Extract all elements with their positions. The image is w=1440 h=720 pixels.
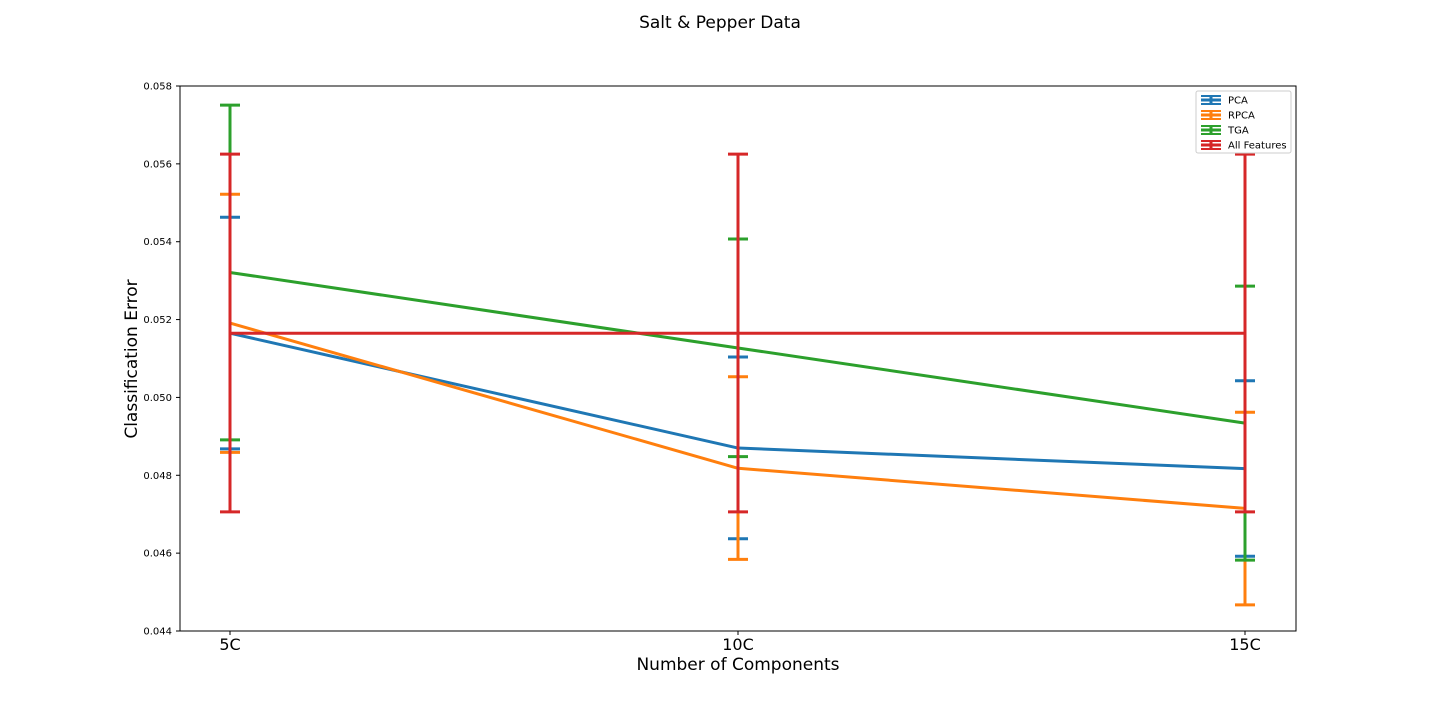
y-tick-label: 0.044 <box>143 627 172 638</box>
y-tick-label: 0.052 <box>143 315 172 326</box>
legend-label: All Features <box>1228 141 1287 152</box>
series-layer <box>220 103 1255 607</box>
legend: PCA RPCA TGA All Features <box>1195 90 1292 154</box>
y-tick-label: 0.050 <box>143 393 172 404</box>
y-tick-label: 0.046 <box>143 549 172 560</box>
legend-label: TGA <box>1227 126 1249 137</box>
y-tick-label: 0.056 <box>143 159 172 170</box>
x-tick-label: 5C <box>219 635 240 654</box>
y-tick-label: 0.058 <box>143 82 172 93</box>
x-axis-label: Number of Components <box>636 655 839 675</box>
y-axis-label: Classification Error <box>122 279 142 438</box>
legend-label: RPCA <box>1228 111 1255 122</box>
legend-entry: RPCA <box>1201 110 1255 122</box>
legend-entry: All Features <box>1201 140 1287 152</box>
y-axis: 0.044 0.046 0.048 0.050 0.052 0.054 0.056 0.058 <box>143 82 180 638</box>
legend-label: PCA <box>1228 96 1248 107</box>
x-tick-label: 15C <box>1229 635 1261 654</box>
chart-title: Salt & Pepper Data <box>639 13 801 33</box>
y-tick-label: 0.054 <box>143 237 172 248</box>
legend-frame <box>1195 90 1292 154</box>
x-axis: 5C 10C 15C <box>219 631 1261 654</box>
legend-entry: TGA <box>1201 125 1249 137</box>
series-all-features <box>220 152 1255 514</box>
x-tick-label: 10C <box>722 635 754 654</box>
y-tick-label: 0.048 <box>143 471 172 482</box>
legend-entry: PCA <box>1201 95 1248 107</box>
